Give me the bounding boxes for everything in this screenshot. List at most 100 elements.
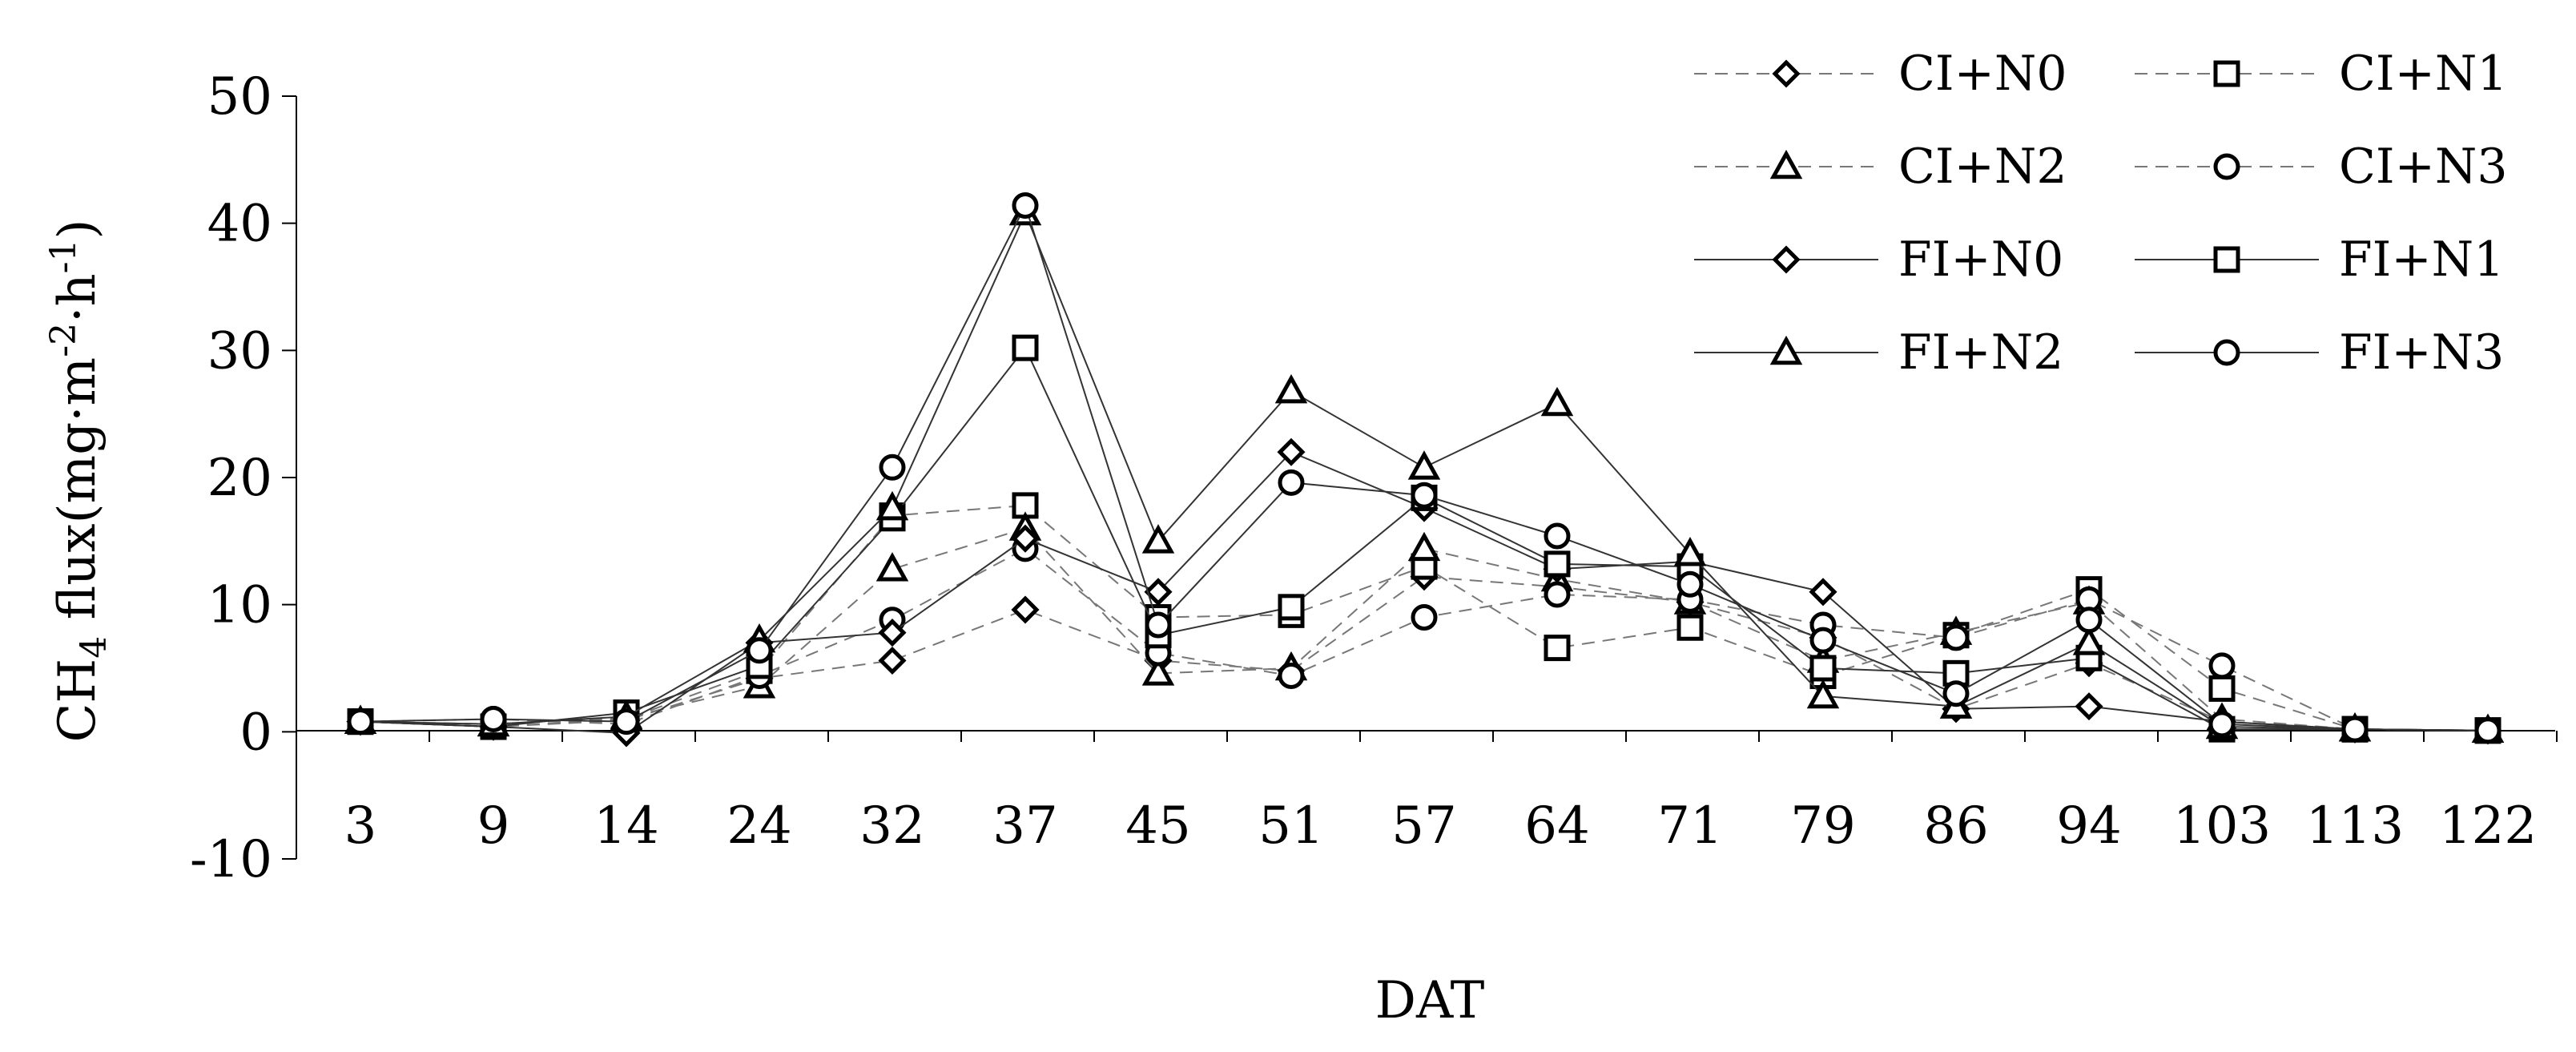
x-tick-label: 24 <box>727 796 791 856</box>
data-point <box>1278 594 1305 621</box>
data-point <box>875 490 909 521</box>
x-tick-label: 122 <box>2439 796 2537 856</box>
series-ci-n0 <box>346 562 2502 745</box>
legend-marker <box>2213 246 2240 273</box>
data-point <box>1012 334 1039 361</box>
legend-label: FI+N0 <box>1898 232 2063 288</box>
y-tick-label: 40 <box>207 195 272 254</box>
data-point <box>1544 522 1571 550</box>
data-point <box>2072 626 2106 655</box>
data-point <box>878 619 907 647</box>
data-point <box>1676 614 1704 641</box>
data-point <box>1274 373 1308 404</box>
data-point <box>1277 437 1306 466</box>
legend-marker <box>1772 245 1801 274</box>
legend-label: FI+N1 <box>2339 232 2504 288</box>
data-point <box>1141 524 1175 554</box>
data-point <box>1144 578 1173 607</box>
data-point <box>1673 537 1707 566</box>
legend-label: CI+N2 <box>1898 139 2067 195</box>
y-tick-label: -10 <box>190 830 272 889</box>
data-point <box>1012 191 1039 219</box>
y-axis-title-superscript-2: -1 <box>43 239 84 273</box>
data-point <box>1676 570 1704 598</box>
legend-entry-ci-n1: CI+N1 <box>2135 46 2508 102</box>
legend-marker <box>1769 335 1803 365</box>
data-point <box>875 552 909 582</box>
data-point <box>1278 663 1305 690</box>
y-axis-title-mid: flux(mg·m <box>48 357 107 636</box>
data-point <box>1411 482 1438 509</box>
data-point <box>746 637 773 664</box>
data-point <box>1407 531 1441 562</box>
data-point <box>1809 655 1837 682</box>
data-point <box>1407 450 1441 480</box>
y-tick-label: 30 <box>207 321 272 381</box>
x-tick-label: 103 <box>2173 796 2271 856</box>
y-tick-label: 50 <box>207 67 272 127</box>
data-point <box>1540 386 1574 417</box>
y-axis-title-mid-2: ·h <box>48 273 107 323</box>
legend-marker <box>1769 149 1803 179</box>
data-point <box>1809 578 1837 607</box>
x-tick-label: 64 <box>1524 796 1589 856</box>
y-axis-title-subscript: 4 <box>74 636 115 659</box>
data-point <box>1145 611 1172 639</box>
x-tick-label: 37 <box>992 796 1057 856</box>
legend-entry-fi-n0: FI+N0 <box>1694 232 2063 288</box>
y-tick-label: 10 <box>207 576 272 635</box>
data-point <box>2208 652 2236 679</box>
series-fi-n3 <box>347 191 2502 744</box>
y-tick-label: 0 <box>239 703 272 762</box>
data-point <box>1942 624 1970 651</box>
data-point <box>2341 715 2369 743</box>
legend-marker <box>2213 153 2240 180</box>
legend-label: CI+N1 <box>2339 46 2508 102</box>
data-point <box>2208 711 2236 738</box>
legend-entry-fi-n2: FI+N2 <box>1694 324 2063 381</box>
x-tick-label: 3 <box>344 796 377 856</box>
legend-label: CI+N0 <box>1898 46 2067 102</box>
data-point <box>1809 627 1837 654</box>
y-tick-label: 20 <box>207 449 272 508</box>
data-point <box>879 453 906 481</box>
data-point <box>878 646 907 675</box>
x-tick-label: 71 <box>1657 796 1722 856</box>
legend-label: CI+N3 <box>2339 139 2508 195</box>
series-fi-n2 <box>344 195 2505 744</box>
x-tick-label: 51 <box>1258 796 1323 856</box>
series-layer <box>344 191 2505 748</box>
y-axis-title-suffix: ) <box>48 219 107 239</box>
legend-entry-fi-n1: FI+N1 <box>2135 232 2504 288</box>
data-point <box>613 708 640 736</box>
x-tick-label: 32 <box>859 796 924 856</box>
y-axis-title: CH4 flux(mg·m-2·h-1) <box>43 219 115 742</box>
legend-label: FI+N3 <box>2339 324 2504 381</box>
legend: CI+N0 CI+N1 CI+N2 CI+N3 FI+N0 FI+N1 FI+N2 FI+N3 <box>1694 46 2508 381</box>
series-line-ci-n0 <box>360 575 2489 732</box>
legend-entry-ci-n0: CI+N0 <box>1694 46 2067 102</box>
legend-marker <box>2213 60 2240 87</box>
x-tick-label: 113 <box>2306 796 2404 856</box>
x-tick-label: 9 <box>477 796 510 856</box>
legend-entry-ci-n2: CI+N2 <box>1694 139 2067 195</box>
x-tick-label: 94 <box>2056 796 2121 856</box>
legend-entry-fi-n3: FI+N3 <box>2135 324 2504 381</box>
legend-label: FI+N2 <box>1898 324 2063 381</box>
data-point <box>1011 524 1040 553</box>
x-axis-title: DAT <box>1375 971 1485 1030</box>
data-point <box>1942 680 1970 707</box>
x-tick-label: 79 <box>1790 796 1855 856</box>
data-point <box>1012 492 1039 519</box>
data-point <box>1544 581 1571 608</box>
y-axis-title-superscript-1: -2 <box>43 323 84 357</box>
data-point <box>1278 469 1305 496</box>
data-point <box>1544 635 1571 662</box>
data-point <box>1411 604 1438 631</box>
data-point <box>480 705 507 732</box>
data-point <box>1806 679 1840 709</box>
x-tick-label: 86 <box>1923 796 1988 856</box>
x-tick-label: 45 <box>1125 796 1190 856</box>
